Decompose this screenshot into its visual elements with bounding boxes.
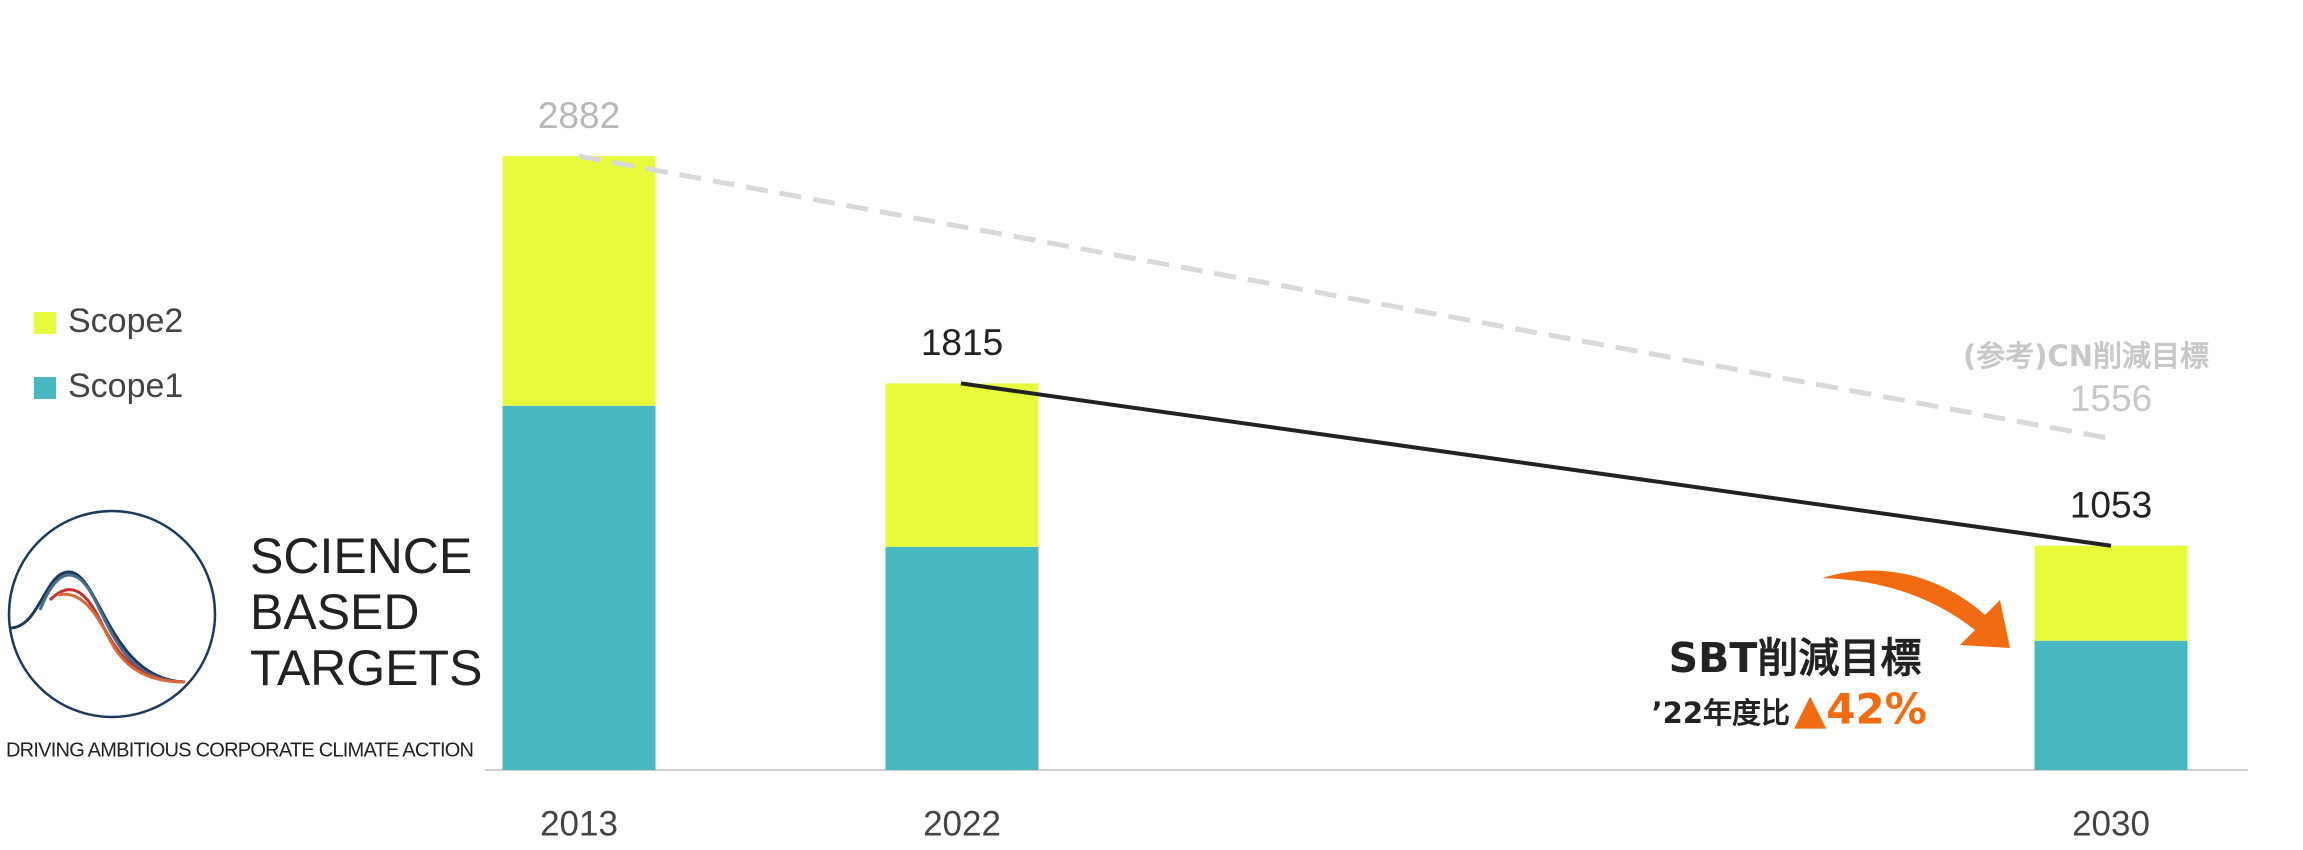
reference-value: 1556 <box>2070 378 2152 419</box>
legend-swatch <box>34 377 56 399</box>
logo-curve <box>57 592 186 684</box>
legend-label: Scope1 <box>68 367 183 405</box>
arrow <box>1822 570 2010 648</box>
bar-segment <box>2034 640 2188 770</box>
reference-line <box>578 153 2112 442</box>
bar-segment <box>885 383 1039 547</box>
logo-circle <box>7 509 217 719</box>
legend-swatch <box>34 312 56 334</box>
bar-segment <box>502 156 656 406</box>
x-tick-label: 2013 <box>540 804 618 843</box>
bar-segment <box>885 546 1039 770</box>
legend-label: Scope2 <box>68 302 183 340</box>
reference-label: (参考)CN削減目標 <box>1963 339 2209 373</box>
annotation-prefix: ’22年度比 <box>1652 696 1790 730</box>
logo-curve <box>38 573 186 684</box>
logo-curve <box>9 570 186 684</box>
trend-line <box>960 381 2112 548</box>
total-label: 1815 <box>921 322 1003 363</box>
total-label: 2882 <box>538 95 620 136</box>
x-tick-label: 2030 <box>2072 804 2150 843</box>
logo-text: SCIENCE <box>250 528 472 584</box>
logo-text: TARGETS <box>250 640 482 696</box>
total-label: 1053 <box>2070 484 2152 525</box>
logo-text: BASED <box>250 584 420 640</box>
logo-tagline: DRIVING AMBITIOUS CORPORATE CLIMATE ACTI… <box>6 739 474 761</box>
bar-segment <box>2034 545 2188 641</box>
annotation-title: SBT削減目標 <box>1669 634 1922 682</box>
x-tick-label: 2022 <box>923 804 1001 843</box>
bar-segment <box>502 405 656 770</box>
annotation-reduction: ▲42% <box>1794 685 1927 734</box>
logo: SCIENCE BASED TARGETS DRIVING AMBITIOUS … <box>6 509 482 761</box>
